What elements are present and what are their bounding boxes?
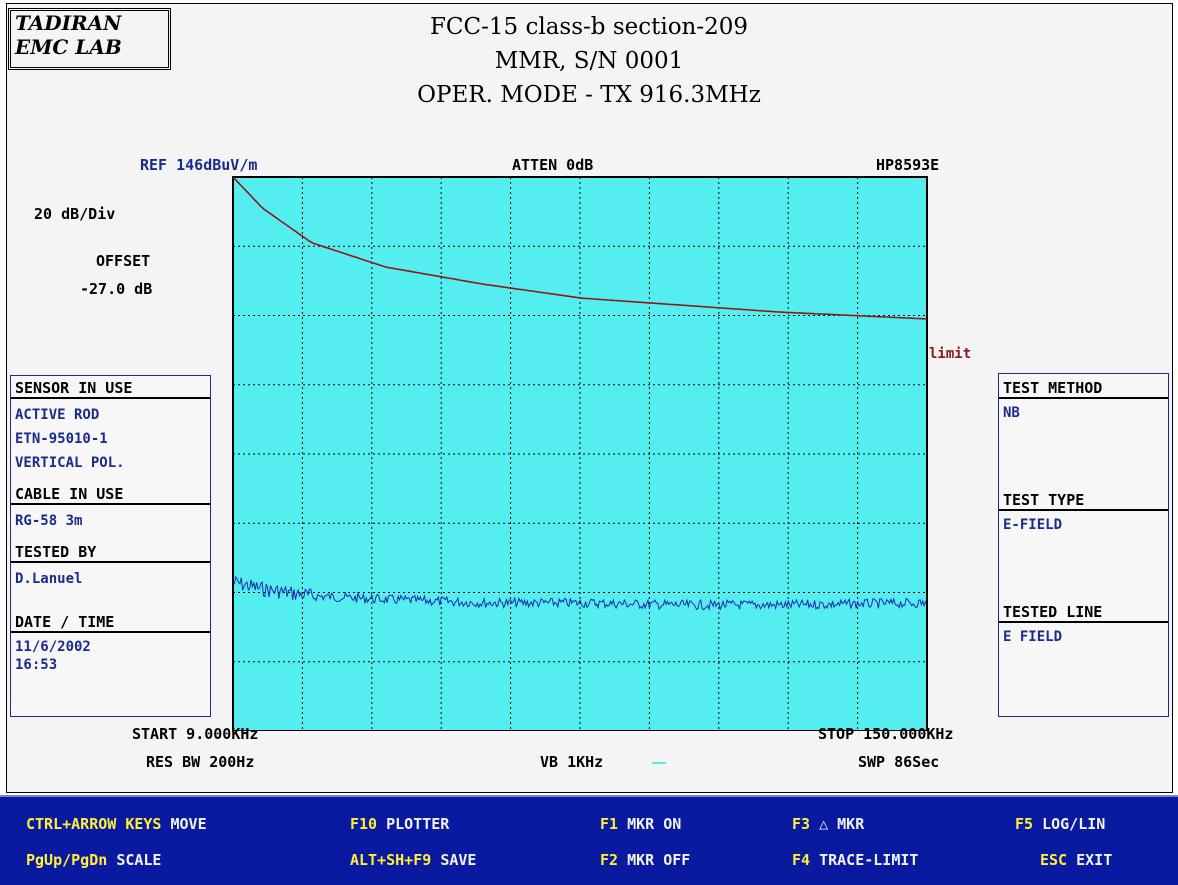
key-exit-action: EXIT <box>1076 851 1113 869</box>
resolution-bandwidth: RES BW 200Hz <box>146 753 255 771</box>
spectrum-plot: limit <box>232 176 971 731</box>
key-mkr-on-action: MKR ON <box>627 815 682 833</box>
sweep-time: SWP 86Sec <box>858 753 940 771</box>
logo-line1: TADIRAN <box>15 11 122 35</box>
video-bandwidth: VB 1KHz <box>540 753 604 771</box>
key-save-key: ALT+SH+F9 <box>350 851 432 869</box>
sensor-line-1: ACTIVE ROD <box>15 407 100 423</box>
key-move-key: CTRL+ARROW KEYS <box>26 815 162 833</box>
ref-level: REF 146dBuV/m <box>140 156 258 174</box>
attenuation: ATTEN 0dB <box>512 156 594 174</box>
offset-value: -27.0 dB <box>80 280 153 298</box>
limit-line <box>232 176 928 320</box>
tested-line-header: TESTED LINE <box>999 603 1168 623</box>
sensor-line-2: ETN-95010-1 <box>15 431 108 447</box>
key-scale-action: SCALE <box>116 851 162 869</box>
time-value: 16:53 <box>15 657 58 673</box>
key-mkr-on-key: F1 <box>600 815 619 833</box>
vb-indicator <box>652 762 666 764</box>
tested-by-value: D.Lanuel <box>15 571 83 587</box>
measurement-trace <box>232 575 928 611</box>
key-move-action: MOVE <box>170 815 207 833</box>
tested-line-value: E FIELD <box>1003 629 1063 645</box>
title-line1: FCC-15 class-b section-209 <box>429 14 749 40</box>
key-delta-mkr-action: △ MKR <box>819 815 865 833</box>
cable-value: RG-58 3m <box>15 513 83 529</box>
plot-grid <box>233 177 927 731</box>
key-delta-mkr-key: F3 <box>792 815 811 833</box>
function-key-bar: CTRL+ARROW KEYS MOVE F10 PLOTTER F1 MKR … <box>0 795 1178 885</box>
scale-per-div: 20 dB/Div <box>34 205 116 223</box>
key-plotter-action: PLOTTER <box>386 815 450 833</box>
limit-label: limit <box>929 346 971 362</box>
offset-label: OFFSET <box>96 252 151 270</box>
key-mkr-off[interactable]: F2 MKR OFF <box>600 851 690 869</box>
key-trace-limit-key: F4 <box>792 851 811 869</box>
key-trace-limit-action: TRACE-LIMIT <box>819 851 919 869</box>
sensor-header: SENSOR IN USE <box>11 379 210 399</box>
key-move[interactable]: CTRL+ARROW KEYS MOVE <box>26 815 207 833</box>
date-time-header: DATE / TIME <box>11 613 210 633</box>
test-type-value: E-FIELD <box>1003 517 1063 533</box>
key-mkr-off-key: F2 <box>600 851 619 869</box>
left-info-panel: SENSOR IN USE ACTIVE ROD ETN-95010-1 VER… <box>10 375 211 717</box>
key-scale-key: PgUp/PgDn <box>26 851 108 869</box>
key-delta-mkr[interactable]: F3 △ MKR <box>792 815 864 833</box>
key-plotter-key: F10 <box>350 815 378 833</box>
tested-by-header: TESTED BY <box>11 543 210 563</box>
date-value: 11/6/2002 <box>15 639 91 655</box>
instrument-model: HP8593E <box>876 156 940 174</box>
key-save-action: SAVE <box>440 851 477 869</box>
sensor-line-3: VERTICAL POL. <box>15 455 125 471</box>
key-trace-limit[interactable]: F4 TRACE-LIMIT <box>792 851 918 869</box>
key-log-lin[interactable]: F5 LOG/LIN <box>1015 815 1105 833</box>
key-exit-key: ESC <box>1040 851 1068 869</box>
cable-header: CABLE IN USE <box>11 485 210 505</box>
key-mkr-on[interactable]: F1 MKR ON <box>600 815 681 833</box>
key-plotter[interactable]: F10 PLOTTER <box>350 815 449 833</box>
title-line2: MMR, S/N 0001 <box>494 48 684 74</box>
key-exit[interactable]: ESC EXIT <box>1040 851 1112 869</box>
key-mkr-off-action: MKR OFF <box>627 851 691 869</box>
test-method-value: NB <box>1003 405 1020 421</box>
test-method-header: TEST METHOD <box>999 379 1168 399</box>
lab-logo: TADIRAN EMC LAB <box>8 8 171 70</box>
key-log-lin-key: F5 <box>1015 815 1034 833</box>
logo-line2: EMC LAB <box>15 35 122 59</box>
right-info-panel: TEST METHOD NB TEST TYPE E-FIELD TESTED … <box>998 373 1169 717</box>
test-type-header: TEST TYPE <box>999 491 1168 511</box>
key-scale[interactable]: PgUp/PgDn SCALE <box>26 851 161 869</box>
start-frequency: START 9.000KHz <box>132 725 259 743</box>
key-save[interactable]: ALT+SH+F9 SAVE <box>350 851 476 869</box>
key-log-lin-action: LOG/LIN <box>1042 815 1106 833</box>
title-line3: OPER. MODE - TX 916.3MHz <box>417 82 761 108</box>
stop-frequency: STOP 150.000KHz <box>818 725 954 743</box>
